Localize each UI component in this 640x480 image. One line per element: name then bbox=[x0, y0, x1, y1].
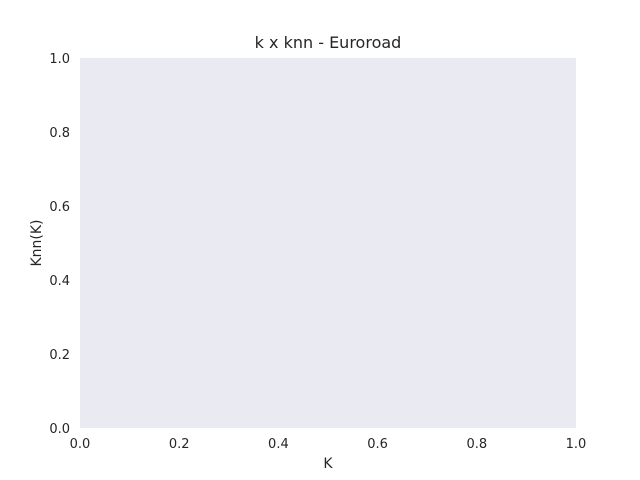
y-tick-label: 0.2 bbox=[49, 348, 70, 363]
x-tick-label: 0.6 bbox=[367, 437, 388, 452]
chart-title: k x knn - Euroroad bbox=[255, 33, 402, 52]
y-axis-ticks: 0.0 0.2 0.4 0.6 0.8 1.0 bbox=[49, 52, 70, 437]
x-axis-ticks: 0.0 0.2 0.4 0.6 0.8 1.0 bbox=[70, 437, 587, 452]
y-tick-label: 0.0 bbox=[49, 422, 70, 437]
y-tick-label: 0.6 bbox=[49, 200, 70, 215]
x-axis-label: K bbox=[323, 456, 333, 472]
plot-area bbox=[80, 58, 576, 428]
x-tick-label: 0.2 bbox=[169, 437, 190, 452]
x-tick-label: 0.4 bbox=[268, 437, 289, 452]
x-tick-label: 0.0 bbox=[70, 437, 91, 452]
y-axis-label: Knn(K) bbox=[29, 219, 45, 266]
y-tick-label: 0.8 bbox=[49, 126, 70, 141]
x-tick-label: 0.8 bbox=[466, 437, 487, 452]
y-tick-label: 0.4 bbox=[49, 274, 70, 289]
x-tick-label: 1.0 bbox=[566, 437, 587, 452]
y-tick-label: 1.0 bbox=[49, 52, 70, 67]
